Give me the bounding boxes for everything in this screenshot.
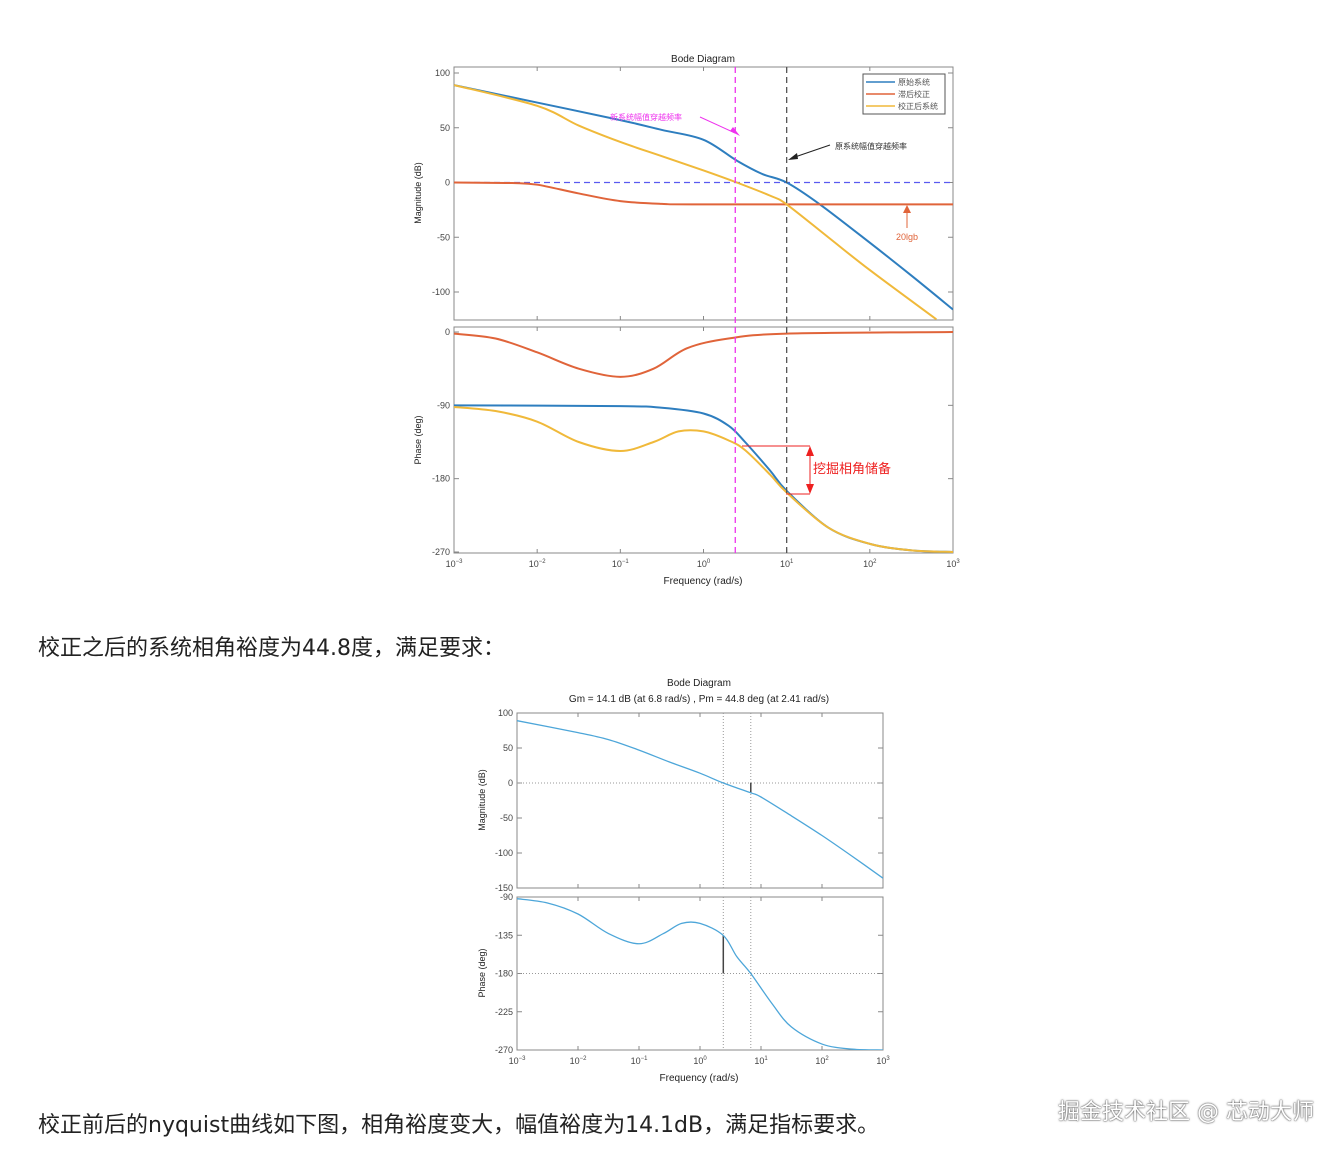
x-tick-label: 10−1 <box>631 1056 649 1066</box>
phase-series-1 <box>517 898 883 1050</box>
phase-series-3 <box>454 405 953 553</box>
annotation-arrow <box>699 116 736 134</box>
x-tick-label: 101 <box>754 1056 768 1066</box>
y-tick-label: 100 <box>435 68 450 78</box>
y-tick-label: -270 <box>495 1045 513 1055</box>
x-axis-label: Frequency (rad/s) <box>664 576 743 587</box>
old-crossover-annotation: 原系统幅值穿越频率 <box>835 141 907 151</box>
y-tick-label: -180 <box>432 474 450 484</box>
arrowhead <box>788 153 798 160</box>
paragraph-nyquist: 校正前后的nyquist曲线如下图，相角裕度变大，幅值裕度为14.1dB，满足指… <box>38 1113 880 1138</box>
x-tick-label: 100 <box>697 559 711 569</box>
phase-series-2 <box>454 331 953 378</box>
y-tick-label: -100 <box>495 848 513 858</box>
paragraph-phase-margin: 校正之后的系统相角裕度为44.8度，满足要求： <box>38 636 505 661</box>
magnitude-axes <box>516 712 884 889</box>
phase-ylabel: Phase (deg) <box>477 948 487 997</box>
y-tick-label: 100 <box>498 708 513 718</box>
phase-reserve-annotation: 挖掘相角储备 <box>813 461 891 476</box>
magnitude-ylabel: Magnitude (dB) <box>477 769 487 831</box>
bode-chart-1: Bode Diagram 100 50 0 -50 -100 Magnitude (dB) 0… <box>413 54 960 587</box>
watermark: 掘金技术社区 @ 芯动大师 <box>1058 1100 1314 1125</box>
magnitude-series-2 <box>454 181 953 206</box>
y-tick-label: -90 <box>437 400 450 410</box>
new-crossover-annotation: 新系统幅值穿越频率 <box>610 112 682 122</box>
legend-label: 滞后校正 <box>898 89 930 99</box>
chart-subtitle: Gm = 14.1 dB (at 6.8 rad/s) , Pm = 44.8 … <box>569 694 829 705</box>
phase-reserve-bracket <box>742 445 811 495</box>
x-axis-label: Frequency (rad/s) <box>660 1073 739 1084</box>
x-tick-label: 103 <box>876 1056 890 1066</box>
x-tick-label: 10−3 <box>509 1056 527 1066</box>
annotation-arrow <box>791 144 831 159</box>
y-tick-label: -225 <box>495 1007 513 1017</box>
x-tick-label: 10−2 <box>570 1056 588 1066</box>
arrowhead <box>730 127 740 136</box>
x-tick-label: 102 <box>863 559 877 569</box>
legend-label: 原始系统 <box>898 77 930 87</box>
phase-ylabel: Phase (deg) <box>413 415 423 464</box>
phase-axes <box>453 326 954 554</box>
x-tick-label: 100 <box>693 1056 707 1066</box>
x-tick-label: 10−2 <box>529 559 547 569</box>
magnitude-series-1 <box>454 84 953 311</box>
x-tick-label: 101 <box>780 559 794 569</box>
y-tick-label: 0 <box>445 327 450 337</box>
x-tick-label: 10−1 <box>612 559 630 569</box>
y-tick-label: 50 <box>503 743 513 753</box>
chart-title: Bode Diagram <box>671 54 735 65</box>
magnitude-ylabel: Magnitude (dB) <box>413 162 423 224</box>
x-tick-label: 103 <box>946 559 960 569</box>
arrowhead <box>806 446 814 494</box>
bode-chart-2: Bode Diagram Gm = 14.1 dB (at 6.8 rad/s) … <box>477 678 890 1084</box>
y-tick-label: -50 <box>437 232 450 242</box>
legend-label: 校正后系统 <box>898 101 938 111</box>
y-tick-label: -180 <box>495 969 513 979</box>
magnitude-series-3 <box>454 84 937 320</box>
y-tick-label: -270 <box>432 547 450 557</box>
arrowhead <box>903 205 911 213</box>
lag-gain-annotation: 20lgb <box>896 232 918 242</box>
y-tick-label: -150 <box>495 883 513 893</box>
x-tick-label: 10−3 <box>446 559 464 569</box>
chart-title: Bode Diagram <box>667 678 731 689</box>
y-tick-label: 0 <box>508 778 513 788</box>
y-tick-label: -135 <box>495 930 513 940</box>
y-tick-label: 0 <box>445 178 450 188</box>
y-tick-label: -50 <box>500 813 513 823</box>
magnitude-series-1 <box>517 720 883 879</box>
y-tick-label: -90 <box>500 892 513 902</box>
y-tick-label: -100 <box>432 287 450 297</box>
x-tick-label: 102 <box>815 1056 829 1066</box>
y-tick-label: 50 <box>440 123 450 133</box>
